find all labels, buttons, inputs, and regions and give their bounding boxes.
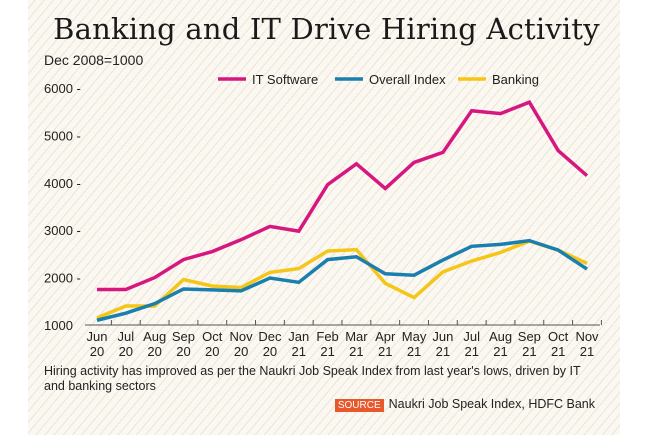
x-tick-label-month: Jul [118,329,135,344]
x-tick-label-year: 21 [349,344,363,359]
x-tick-label-year: 21 [493,344,507,359]
legend-label: Banking [492,72,539,87]
x-tick-label-year: 20 [234,344,248,359]
x-tick-label-year: 21 [436,344,450,359]
legend-label: IT Software [252,72,318,87]
x-tick-label-year: 20 [205,344,219,359]
y-axis-label: Dec 2008=1000 [44,52,144,68]
x-tick-label-year: 21 [320,344,334,359]
x-tick-label-month: Aug [489,329,512,344]
x-tick-label-month: Jun [432,329,453,344]
series-line-banking [96,239,588,320]
x-tick-label-year: 21 [551,344,565,359]
x-tick-label-month: Aug [143,329,166,344]
legend-label: Overall Index [369,72,446,87]
x-tick-label-month: Jul [463,329,480,344]
x-tick-label-month: Dec [258,329,282,344]
x-tick-label-year: 20 [119,344,133,359]
x-tick-label-month: Apr [375,329,396,344]
source-tag: SOURCE [334,399,384,412]
y-tick-label: 5000 - [44,128,81,143]
x-tick-label-month: Oct [202,329,223,344]
x-tick-label-month: Jun [87,329,108,344]
x-tick-label-year: 21 [464,344,478,359]
x-tick-label-year: 21 [292,344,306,359]
x-tick-label-year: 21 [580,344,594,359]
series-line-it-software [97,100,589,292]
chart-caption: Hiring activity has improved as per the … [44,364,581,393]
x-tick-label-year: 20 [147,344,161,359]
y-tick-label: 2000 - [44,271,81,286]
x-tick-label-month: Oct [548,329,569,344]
x-tick-label-month: Sep [172,329,195,344]
x-tick-label-year: 20 [176,344,190,359]
x-tick-label-month: Mar [345,329,368,344]
x-tick-label-month: Jan [288,329,309,344]
y-tick-label: 3000 - [44,223,81,238]
x-tick-label-month: Sep [518,329,541,344]
chart-title: Banking and IT Drive Hiring Activity [53,12,600,46]
x-tick-label-month: Nov [575,329,599,344]
source-text: Naukri Job Speak Index, HDFC Bank [388,397,595,411]
hatched-background [28,0,620,435]
source-line: SOURCE Naukri Job Speak Index, HDFC Bank [334,397,595,412]
x-tick-label-year: 21 [407,344,421,359]
x-tick-label-month: Nov [230,329,254,344]
x-tick-label-month: May [402,329,427,344]
y-tick-label: 6000 - [44,81,81,96]
y-tick-label: 4000 - [44,176,81,191]
y-tick-label: 1000 [44,318,73,333]
x-tick-label-year: 21 [522,344,536,359]
x-tick-label-month: Feb [316,329,338,344]
x-tick-label-year: 21 [378,344,392,359]
x-tick-label-year: 20 [90,344,104,359]
x-tick-label-year: 20 [263,344,277,359]
series-line-overall-index [96,238,588,322]
